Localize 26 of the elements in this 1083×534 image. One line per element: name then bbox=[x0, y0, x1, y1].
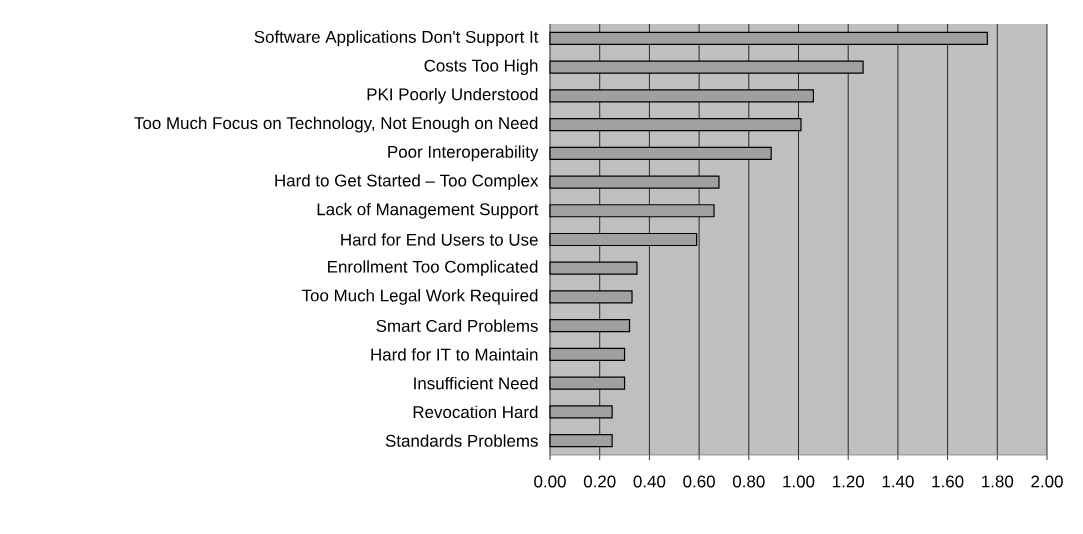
y-tick-label: Hard for End Users to Use bbox=[341, 233, 538, 246]
y-tick-label: Costs Too High bbox=[424, 59, 538, 75]
x-tick-label: 0.00 bbox=[534, 475, 566, 488]
y-tick-label: Hard to Get Started – Too Complex bbox=[275, 174, 539, 190]
y-tick-label: Insufficient Need bbox=[414, 376, 538, 390]
y-tick-label: Standards Problems bbox=[385, 434, 538, 447]
x-tick-label: 0.60 bbox=[683, 475, 715, 488]
y-tick-label: Too Much Legal Work Required bbox=[301, 289, 538, 305]
x-tick-label: 0.20 bbox=[583, 475, 616, 488]
x-tick-label: 1.80 bbox=[982, 475, 1014, 488]
y-tick-label: Revocation Hard bbox=[413, 405, 538, 419]
x-tick-label: 1.40 bbox=[882, 475, 914, 488]
y-tick-label: Enrollment Too Complicated bbox=[328, 260, 538, 277]
y-tick-label: Hard for IT to Maintain bbox=[371, 348, 538, 361]
x-tick-label: 0.80 bbox=[732, 475, 765, 488]
y-tick-label: Too Much Focus on Technology, Not Enough on Need bbox=[134, 116, 538, 133]
y-tick-label: PKI Poorly Understood bbox=[367, 87, 538, 104]
x-tick-label: 1.20 bbox=[833, 475, 865, 488]
x-tick-label: 2.00 bbox=[1031, 475, 1063, 488]
y-tick-label: Poor Interoperability bbox=[388, 145, 539, 162]
y-tick-label: Smart Card Problems bbox=[376, 319, 538, 332]
y-tick-label: Software Applications Don't Support It bbox=[254, 30, 539, 47]
x-tick-label: 1.60 bbox=[932, 475, 964, 488]
x-tick-label: 1.00 bbox=[783, 475, 815, 488]
y-tick-label: Lack of Management Support bbox=[317, 202, 539, 219]
x-tick-label: 0.40 bbox=[633, 475, 666, 488]
